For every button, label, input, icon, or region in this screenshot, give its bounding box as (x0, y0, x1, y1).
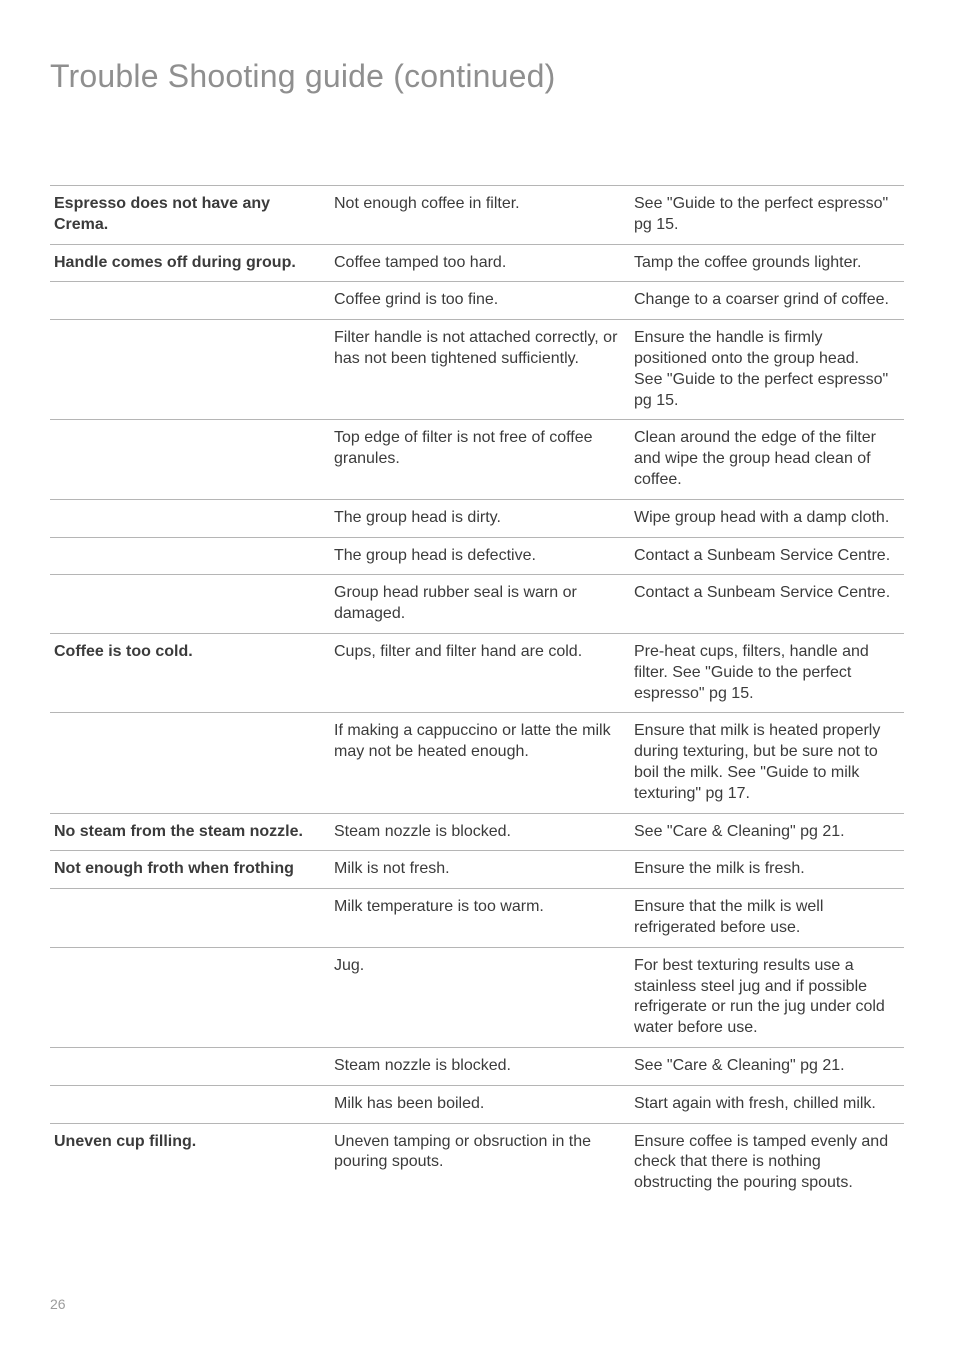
table-row: Milk has been boiled. Start again with f… (50, 1085, 904, 1123)
cause-cell: Uneven tamping or obsruction in the pour… (330, 1123, 630, 1202)
problem-cell (50, 1085, 330, 1123)
table-row: No steam from the steam nozzle. Steam no… (50, 813, 904, 851)
problem-cell (50, 320, 330, 420)
table-row: Uneven cup filling. Uneven tamping or ob… (50, 1123, 904, 1202)
cause-cell: Cups, filter and filter hand are cold. (330, 633, 630, 712)
cause-cell: Steam nozzle is blocked. (330, 1047, 630, 1085)
problem-cell (50, 575, 330, 634)
problem-cell (50, 499, 330, 537)
table-row: If making a cappuccino or latte the milk… (50, 713, 904, 813)
solution-cell: See "Guide to the perfect espresso" pg 1… (630, 186, 904, 245)
solution-cell: Contact a Sunbeam Service Centre. (630, 537, 904, 575)
solution-cell: Ensure that milk is heated properly duri… (630, 713, 904, 813)
table-row: The group head is dirty. Wipe group head… (50, 499, 904, 537)
cause-cell: Milk has been boiled. (330, 1085, 630, 1123)
table-body: Espresso does not have any Crema. Not en… (50, 186, 904, 1202)
problem-cell: Not enough froth when frothing (50, 851, 330, 889)
cause-cell: Steam nozzle is blocked. (330, 813, 630, 851)
table-row: Jug. For best texturing results use a st… (50, 947, 904, 1047)
cause-cell: Not enough coffee in filter. (330, 186, 630, 245)
table-row: Steam nozzle is blocked. See "Care & Cle… (50, 1047, 904, 1085)
cause-cell: Coffee tamped too hard. (330, 244, 630, 282)
cause-cell: If making a cappuccino or latte the milk… (330, 713, 630, 813)
problem-cell: Coffee is too cold. (50, 633, 330, 712)
problem-cell (50, 282, 330, 320)
solution-cell: Ensure the milk is fresh. (630, 851, 904, 889)
solution-cell: See "Care & Cleaning" pg 21. (630, 813, 904, 851)
solution-cell: Ensure the handle is firmly positioned o… (630, 320, 904, 420)
problem-cell: Handle comes off during group. (50, 244, 330, 282)
table-row: Espresso does not have any Crema. Not en… (50, 186, 904, 245)
solution-cell: Change to a coarser grind of coffee. (630, 282, 904, 320)
cause-cell: Milk is not fresh. (330, 851, 630, 889)
troubleshooting-table: Espresso does not have any Crema. Not en… (50, 185, 904, 1202)
cause-cell: Coffee grind is too fine. (330, 282, 630, 320)
problem-cell (50, 947, 330, 1047)
page-title: Trouble Shooting guide (continued) (50, 58, 904, 95)
solution-cell: Ensure that the milk is well refrigerate… (630, 889, 904, 948)
problem-cell (50, 537, 330, 575)
solution-cell: Ensure coffee is tamped evenly and check… (630, 1123, 904, 1202)
solution-cell: Tamp the coffee grounds lighter. (630, 244, 904, 282)
problem-cell (50, 889, 330, 948)
cause-cell: Milk temperature is too warm. (330, 889, 630, 948)
solution-cell: Clean around the edge of the filter and … (630, 420, 904, 499)
cause-cell: Filter handle is not attached correctly,… (330, 320, 630, 420)
solution-cell: Pre-heat cups, filters, handle and filte… (630, 633, 904, 712)
problem-cell (50, 1047, 330, 1085)
problem-cell: Uneven cup filling. (50, 1123, 330, 1202)
table-row: Coffee grind is too fine. Change to a co… (50, 282, 904, 320)
solution-cell: Start again with fresh, chilled milk. (630, 1085, 904, 1123)
page-number: 26 (50, 1296, 66, 1312)
cause-cell: The group head is dirty. (330, 499, 630, 537)
table-row: Group head rubber seal is warn or damage… (50, 575, 904, 634)
solution-cell: Contact a Sunbeam Service Centre. (630, 575, 904, 634)
problem-cell (50, 420, 330, 499)
table-row: Top edge of filter is not free of coffee… (50, 420, 904, 499)
solution-cell: Wipe group head with a damp cloth. (630, 499, 904, 537)
table-row: Filter handle is not attached correctly,… (50, 320, 904, 420)
table-row: Handle comes off during group. Coffee ta… (50, 244, 904, 282)
table-row: Milk temperature is too warm. Ensure tha… (50, 889, 904, 948)
table-row: Coffee is too cold. Cups, filter and fil… (50, 633, 904, 712)
cause-cell: The group head is defective. (330, 537, 630, 575)
solution-cell: For best texturing results use a stainle… (630, 947, 904, 1047)
problem-cell (50, 713, 330, 813)
solution-cell: See "Care & Cleaning" pg 21. (630, 1047, 904, 1085)
cause-cell: Jug. (330, 947, 630, 1047)
problem-cell: No steam from the steam nozzle. (50, 813, 330, 851)
page: Trouble Shooting guide (continued) Espre… (0, 0, 954, 1354)
table-row: Not enough froth when frothing Milk is n… (50, 851, 904, 889)
cause-cell: Top edge of filter is not free of coffee… (330, 420, 630, 499)
problem-cell: Espresso does not have any Crema. (50, 186, 330, 245)
table-row: The group head is defective. Contact a S… (50, 537, 904, 575)
cause-cell: Group head rubber seal is warn or damage… (330, 575, 630, 634)
